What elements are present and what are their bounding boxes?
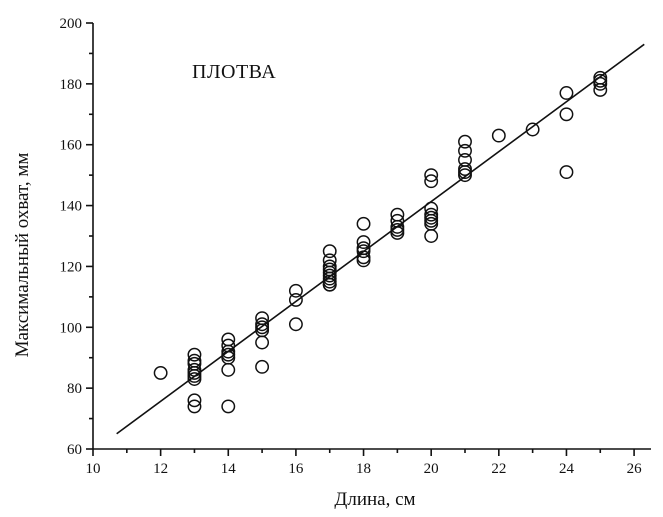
axes: 10 12 14 16 18 20 22 24 26 60 80 100 120 140 160 180 200 — [60, 16, 651, 477]
y-tick-label: 200 — [60, 16, 83, 32]
data-point — [187, 393, 202, 408]
chart-title: ПЛОТВА — [192, 61, 276, 83]
data-point — [559, 165, 574, 180]
data-point — [255, 359, 270, 374]
data-point — [288, 283, 303, 298]
x-tick-label: 18 — [356, 461, 371, 477]
data-point — [424, 168, 439, 183]
y-tick-label: 60 — [67, 442, 82, 458]
data-point — [322, 244, 337, 259]
data-point — [221, 399, 236, 414]
x-tick-label: 16 — [288, 461, 304, 477]
data-point — [525, 122, 540, 137]
y-tick-label: 140 — [60, 199, 83, 215]
data-point — [390, 226, 405, 240]
y-tick-label: 120 — [60, 259, 83, 275]
data-point — [559, 86, 574, 100]
data-point — [356, 253, 371, 268]
data-point — [559, 107, 574, 122]
data-point — [356, 235, 371, 250]
data-point — [593, 76, 608, 91]
data-point — [356, 216, 371, 231]
y-axis-label: Максимальный охват, мм — [12, 153, 33, 358]
data-point — [424, 174, 439, 189]
data-point — [491, 128, 506, 143]
y-tick-label: 160 — [60, 138, 83, 154]
data-point — [322, 277, 337, 292]
fit-line-layer — [116, 43, 645, 435]
labels: ПЛОТВА Длина, см Максимальный охват, мм — [12, 61, 416, 510]
x-tick-label: 10 — [86, 461, 101, 477]
data-point — [255, 335, 270, 350]
data-point — [458, 168, 472, 183]
data-point — [458, 143, 472, 158]
data-points — [153, 70, 608, 414]
x-axis-label: Длина, см — [334, 489, 415, 510]
x-tick-label: 24 — [559, 461, 575, 477]
x-tick-label: 26 — [627, 461, 643, 477]
y-tick-label: 100 — [60, 320, 83, 336]
data-point — [458, 134, 472, 149]
data-point — [593, 82, 608, 97]
data-point — [288, 292, 303, 307]
x-tick-label: 14 — [221, 461, 237, 477]
data-point — [187, 399, 202, 414]
data-point — [356, 244, 371, 259]
data-point — [187, 347, 202, 362]
data-point — [221, 362, 236, 377]
y-tick-label: 180 — [60, 77, 83, 93]
data-point — [288, 317, 303, 332]
y-tick-label: 80 — [67, 381, 82, 397]
data-point — [153, 365, 168, 380]
data-point — [424, 229, 439, 243]
x-tick-label: 20 — [424, 461, 439, 477]
x-tick-label: 12 — [153, 461, 168, 477]
data-point — [187, 372, 202, 386]
regression-line — [116, 43, 645, 435]
x-tick-label: 22 — [491, 461, 506, 477]
